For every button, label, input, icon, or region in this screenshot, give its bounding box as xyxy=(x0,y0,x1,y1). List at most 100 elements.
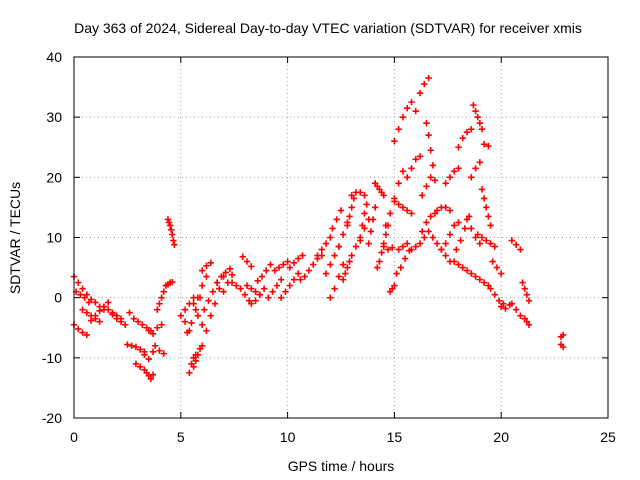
data-point xyxy=(365,240,372,247)
series-arc-76 xyxy=(480,141,492,150)
data-point xyxy=(271,267,278,274)
data-point xyxy=(399,243,407,250)
data-point xyxy=(134,318,142,325)
data-point xyxy=(177,312,184,319)
series-arc-13 xyxy=(145,321,165,337)
series-arc-24 xyxy=(194,273,210,301)
series-arc-49 xyxy=(357,201,370,241)
data-point xyxy=(117,318,125,325)
data-point xyxy=(248,300,255,307)
data-point xyxy=(165,219,173,226)
data-point xyxy=(404,174,411,181)
data-point xyxy=(421,234,428,241)
data-point xyxy=(342,270,349,277)
data-point xyxy=(361,192,368,199)
series-arc-7 xyxy=(109,311,129,328)
data-point xyxy=(198,321,206,328)
data-point xyxy=(412,243,419,250)
series-arc-60 xyxy=(404,153,424,181)
data-point xyxy=(455,219,462,226)
data-point xyxy=(113,315,120,322)
data-point xyxy=(158,294,165,301)
series-arc-44 xyxy=(335,219,351,250)
gridlines xyxy=(74,57,608,418)
series-arc-17 xyxy=(164,216,178,248)
data-point xyxy=(446,207,454,214)
data-point xyxy=(186,369,193,377)
data-point xyxy=(433,240,441,247)
data-point xyxy=(154,306,161,313)
series-arc-47 xyxy=(348,189,368,199)
data-point xyxy=(523,291,531,298)
series-arc-73 xyxy=(463,216,484,247)
y-tick-label: 30 xyxy=(46,109,62,125)
data-point xyxy=(512,241,520,248)
data-point xyxy=(243,282,251,289)
data-point xyxy=(412,156,419,163)
data-point xyxy=(416,89,424,97)
data-point xyxy=(92,299,99,306)
data-point xyxy=(346,258,353,265)
data-point xyxy=(252,297,259,304)
data-point xyxy=(455,165,462,172)
data-point xyxy=(401,255,409,262)
data-point xyxy=(459,264,466,271)
series-arc-30 xyxy=(228,279,253,304)
data-point xyxy=(277,276,285,283)
data-point xyxy=(128,342,135,349)
data-point xyxy=(498,303,505,310)
data-point xyxy=(487,240,494,247)
x-tick-label: 15 xyxy=(387,429,403,445)
data-point xyxy=(512,306,520,313)
series-arc-57 xyxy=(393,247,413,277)
data-point xyxy=(395,180,402,187)
data-point xyxy=(104,299,112,306)
series-arc-25 xyxy=(198,259,214,274)
data-point xyxy=(433,207,441,214)
data-point xyxy=(508,300,516,307)
data-point xyxy=(277,294,285,301)
data-point xyxy=(263,267,270,274)
data-point xyxy=(463,129,471,136)
data-point xyxy=(380,192,387,199)
data-point xyxy=(378,249,385,256)
data-point xyxy=(188,319,195,327)
data-point xyxy=(149,371,157,378)
data-point xyxy=(190,300,197,307)
plot-frame xyxy=(73,56,609,419)
data-point xyxy=(79,329,86,336)
data-point xyxy=(442,252,449,259)
data-point xyxy=(487,285,494,292)
data-point xyxy=(367,228,375,235)
data-point xyxy=(269,288,276,295)
y-tick-label: 20 xyxy=(46,169,62,185)
data-point xyxy=(243,258,251,265)
data-point xyxy=(331,285,338,292)
data-point xyxy=(198,282,206,289)
data-point xyxy=(559,343,567,351)
data-point xyxy=(327,261,334,268)
data-point xyxy=(348,252,355,259)
data-point xyxy=(476,240,484,247)
data-point xyxy=(369,216,377,223)
data-point xyxy=(425,74,432,82)
data-point xyxy=(252,288,259,295)
series-arc-70 xyxy=(451,258,471,274)
data-point xyxy=(260,285,268,292)
data-point xyxy=(254,277,261,285)
data-point xyxy=(352,243,360,250)
series-arc-54 xyxy=(386,282,398,295)
data-point xyxy=(491,291,498,298)
data-point xyxy=(498,270,505,277)
data-point xyxy=(404,104,411,112)
series-arc-53 xyxy=(380,243,396,253)
series-arc-46 xyxy=(344,195,358,229)
data-point xyxy=(438,246,445,253)
series-arc-81 xyxy=(489,258,505,277)
data-point xyxy=(169,231,176,238)
data-point xyxy=(457,237,464,244)
data-point xyxy=(455,144,462,151)
data-point xyxy=(167,226,175,233)
y-tick-label: -20 xyxy=(42,410,62,426)
